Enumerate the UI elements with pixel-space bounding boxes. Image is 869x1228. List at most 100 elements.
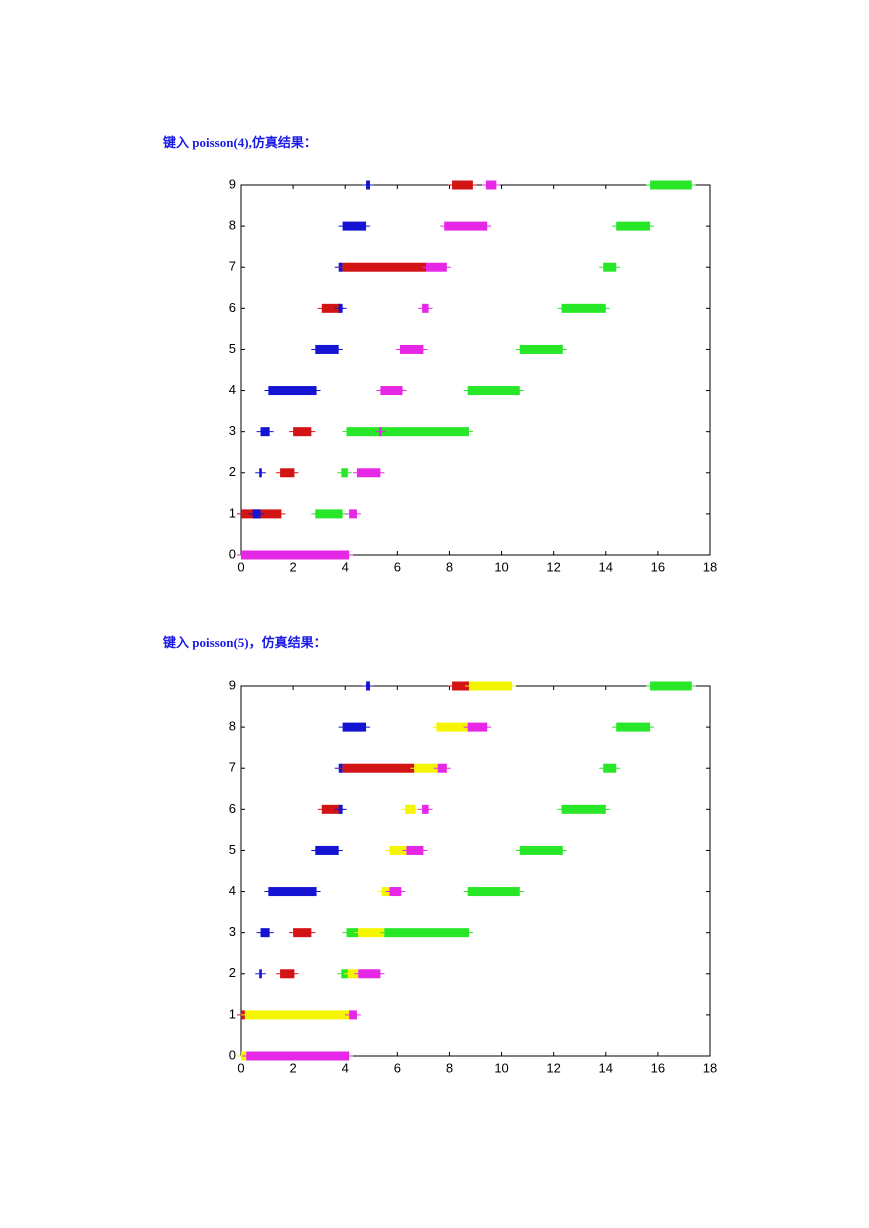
plot-frame bbox=[240, 685, 711, 1057]
y-tick-label: 8 bbox=[229, 218, 236, 233]
x-tick-label: 14 bbox=[599, 1060, 613, 1075]
task-bar bbox=[268, 386, 317, 396]
task-bar bbox=[436, 722, 468, 732]
task-bar bbox=[616, 722, 651, 732]
task-bar bbox=[241, 550, 350, 560]
x-tick-label: 8 bbox=[446, 1060, 453, 1075]
x-tick-label: 0 bbox=[237, 1060, 244, 1075]
y-tick-label: 0 bbox=[229, 546, 236, 561]
y-tick-label: 4 bbox=[229, 883, 236, 898]
y-tick-label: 8 bbox=[229, 719, 236, 734]
x-tick-label: 8 bbox=[446, 559, 453, 574]
task-bar bbox=[603, 763, 617, 773]
task-bar bbox=[452, 681, 469, 691]
task-bar bbox=[561, 303, 606, 313]
task-bar bbox=[293, 928, 312, 938]
x-tick-label: 12 bbox=[546, 559, 560, 574]
task-bar bbox=[414, 763, 438, 773]
x-tick-label: 10 bbox=[494, 559, 508, 574]
task-bar bbox=[650, 681, 692, 691]
x-tick-label: 4 bbox=[342, 1060, 349, 1075]
task-bar bbox=[342, 722, 367, 732]
task-bar bbox=[650, 180, 692, 190]
task-bar bbox=[519, 845, 563, 855]
task-bar bbox=[349, 509, 357, 519]
task-bar bbox=[384, 928, 469, 938]
task-bar bbox=[399, 344, 424, 354]
task-bar bbox=[467, 386, 520, 396]
task-bar bbox=[346, 928, 359, 938]
task-bar bbox=[321, 804, 341, 814]
task-bar bbox=[244, 1010, 350, 1020]
y-tick-label: 1 bbox=[229, 505, 236, 520]
task-bar bbox=[437, 763, 447, 773]
task-bar bbox=[366, 180, 370, 190]
task-bar bbox=[425, 262, 447, 272]
task-bar bbox=[346, 427, 469, 437]
task-bar bbox=[280, 969, 295, 979]
y-tick-label: 5 bbox=[229, 842, 236, 857]
y-tick-label: 4 bbox=[229, 382, 236, 397]
y-tick-label: 7 bbox=[229, 259, 236, 274]
caption: 键入 poisson(5)，仿真结果： bbox=[163, 635, 327, 650]
task-bar bbox=[561, 804, 606, 814]
task-bar bbox=[519, 344, 563, 354]
task-bar bbox=[341, 468, 348, 478]
y-tick-label: 9 bbox=[229, 176, 236, 191]
task-bar bbox=[342, 763, 415, 773]
task-bar bbox=[358, 928, 385, 938]
task-bar bbox=[366, 681, 370, 691]
x-tick-label: 6 bbox=[394, 1060, 401, 1075]
x-tick-label: 2 bbox=[289, 1060, 296, 1075]
task-bar bbox=[315, 509, 343, 519]
x-tick-label: 18 bbox=[703, 559, 717, 574]
x-tick-label: 16 bbox=[651, 1060, 665, 1075]
task-bar bbox=[342, 221, 367, 231]
plot-frame bbox=[240, 184, 711, 556]
task-bar bbox=[452, 180, 473, 190]
y-tick-label: 3 bbox=[229, 423, 236, 438]
task-bar bbox=[259, 468, 262, 478]
task-bar bbox=[406, 845, 424, 855]
y-tick-label: 5 bbox=[229, 341, 236, 356]
x-tick-label: 6 bbox=[394, 559, 401, 574]
task-bar bbox=[321, 303, 341, 313]
task-bar bbox=[315, 845, 339, 855]
task-bar bbox=[467, 887, 520, 897]
task-bar bbox=[422, 804, 429, 814]
task-bar bbox=[405, 804, 416, 814]
task-bar bbox=[347, 969, 359, 979]
task-bar bbox=[467, 722, 488, 732]
x-tick-label: 4 bbox=[342, 559, 349, 574]
y-tick-label: 7 bbox=[229, 760, 236, 775]
x-tick-label: 0 bbox=[237, 559, 244, 574]
task-bar bbox=[293, 427, 312, 437]
task-bar bbox=[338, 804, 343, 814]
task-bar bbox=[356, 468, 381, 478]
y-tick-label: 3 bbox=[229, 924, 236, 939]
task-bar bbox=[468, 681, 512, 691]
x-tick-label: 12 bbox=[546, 1060, 560, 1075]
task-bar bbox=[338, 303, 343, 313]
task-bar bbox=[268, 887, 317, 897]
x-tick-label: 18 bbox=[703, 1060, 717, 1075]
task-bar bbox=[358, 969, 381, 979]
task-bar bbox=[252, 509, 261, 519]
task-bar bbox=[485, 180, 497, 190]
task-bar bbox=[349, 1010, 357, 1020]
task-bar bbox=[280, 468, 295, 478]
x-tick-label: 16 bbox=[651, 559, 665, 574]
task-bar bbox=[342, 262, 426, 272]
y-tick-label: 1 bbox=[229, 1006, 236, 1021]
task-bar bbox=[389, 887, 402, 897]
x-tick-label: 2 bbox=[289, 559, 296, 574]
task-bar bbox=[422, 303, 429, 313]
task-bar bbox=[389, 845, 407, 855]
task-bar bbox=[246, 1051, 350, 1061]
task-bar bbox=[379, 427, 382, 437]
task-bar bbox=[603, 262, 617, 272]
y-tick-label: 0 bbox=[229, 1047, 236, 1062]
task-bar bbox=[260, 427, 270, 437]
